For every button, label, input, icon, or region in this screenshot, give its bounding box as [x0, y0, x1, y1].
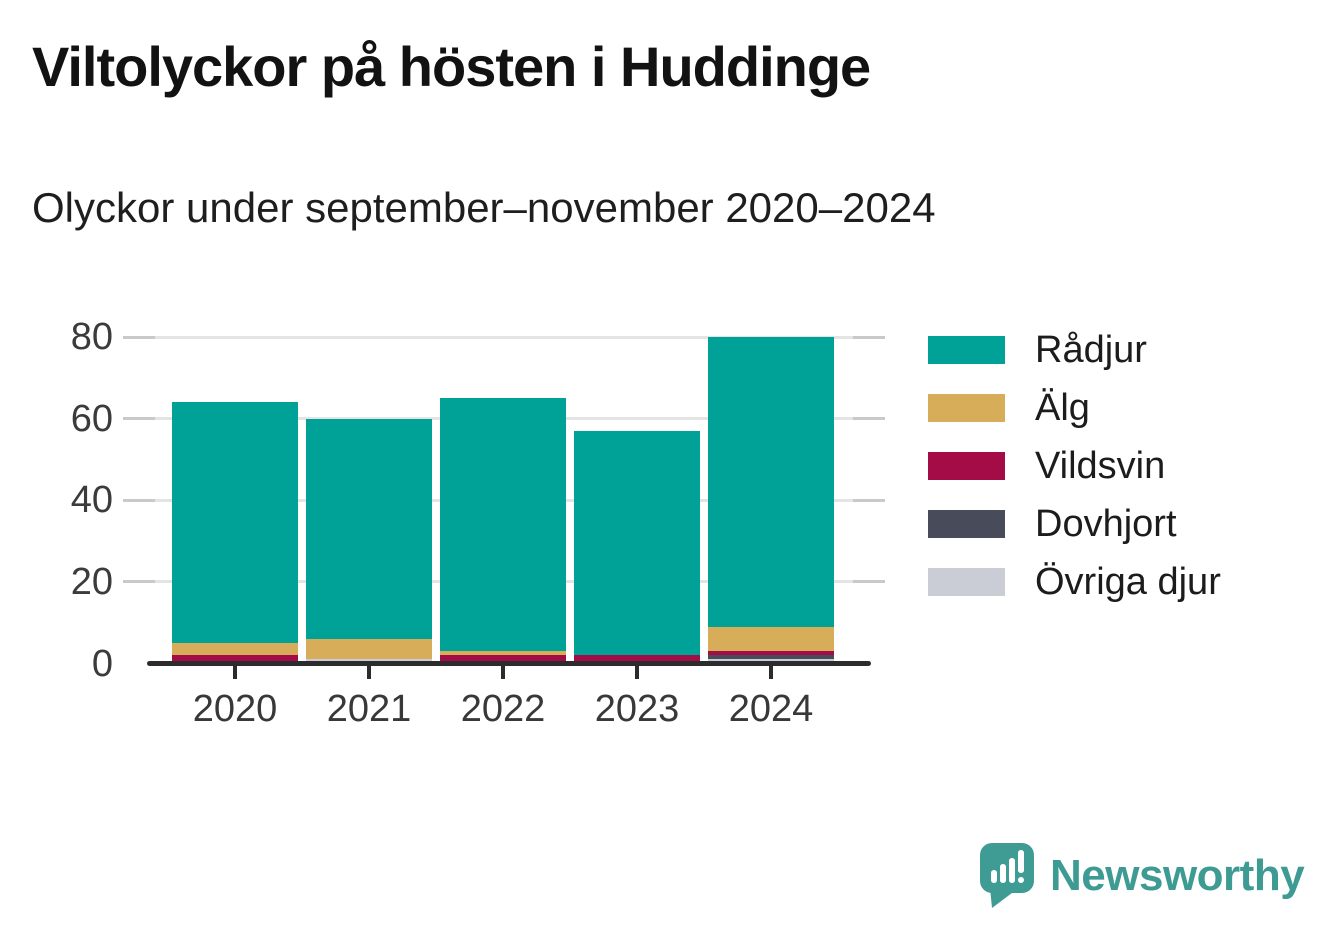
- legend-label-vildsvin: Vildsvin: [1035, 444, 1166, 487]
- bar-segment-radjur-2021: [306, 418, 432, 639]
- brand-name: Newsworthy: [1050, 851, 1305, 900]
- x-tick-2023: [635, 666, 639, 679]
- legend-label-alg: Älg: [1035, 386, 1090, 429]
- bar-segment-radjur-2020: [172, 402, 298, 644]
- legend-item-dovhjort: Dovhjort: [928, 502, 1221, 546]
- bar-segment-radjur-2022: [440, 398, 566, 652]
- bar-segment-dovhjort-2024: [708, 655, 834, 660]
- legend-label-ovriga-djur: Övriga djur: [1035, 560, 1221, 603]
- gridline-80: [123, 335, 885, 339]
- y-axis-label-80: 80: [70, 316, 113, 358]
- bar-segment-vildsvin-2023: [574, 655, 700, 664]
- x-tick-2022: [501, 666, 505, 679]
- x-tick-2021: [367, 666, 371, 679]
- y-axis-label-60: 60: [70, 397, 113, 440]
- legend-item-alg: Älg: [928, 386, 1221, 430]
- newsworthy-logo: Newsworthy: [980, 843, 1305, 909]
- legend-item-vildsvin: Vildsvin: [928, 444, 1221, 488]
- legend-label-dovhjort: Dovhjort: [1035, 502, 1177, 545]
- legend-swatch-vildsvin: [928, 452, 1005, 480]
- chart-subtitle: Olyckor under september–november 2020–20…: [32, 184, 936, 231]
- legend: Rådjur Älg Vildsvin Dovhjort Övriga djur: [928, 328, 1221, 604]
- legend-item-ovriga-djur: Övriga djur: [928, 560, 1221, 604]
- legend-item-radjur: Rådjur: [928, 328, 1221, 372]
- bar-segment-vildsvin-2020: [172, 655, 298, 664]
- x-axis-label-2024: 2024: [728, 688, 814, 730]
- bar-segment-alg-2020: [172, 643, 298, 656]
- legend-swatch-alg: [928, 394, 1005, 422]
- y-axis-label-40: 40: [70, 479, 113, 522]
- bar-segment-vildsvin-2024: [708, 651, 834, 656]
- x-tick-2024: [769, 666, 773, 679]
- y-axis-label-0: 0: [91, 642, 113, 685]
- x-axis-label-2021: 2021: [326, 688, 412, 730]
- x-tick-2020: [233, 666, 237, 679]
- x-axis-line: [147, 661, 871, 666]
- bar-segment-radjur-2024: [708, 337, 834, 627]
- x-axis-label-2023: 2023: [594, 688, 680, 730]
- legend-swatch-dovhjort: [928, 510, 1005, 538]
- bar-segment-alg-2024: [708, 626, 834, 652]
- bar-segment-radjur-2023: [574, 430, 700, 656]
- speech-bubble-bar-chart-icon: [980, 843, 1034, 908]
- x-axis-label-2020: 2020: [192, 688, 278, 730]
- legend-swatch-radjur: [928, 336, 1005, 364]
- chart-title: Viltolyckor på hösten i Huddinge: [32, 35, 871, 98]
- x-axis-label-2022: 2022: [460, 688, 546, 730]
- y-axis-label-20: 20: [70, 560, 113, 603]
- bar-segment-alg-2021: [306, 639, 432, 660]
- legend-swatch-ovriga-djur: [928, 568, 1005, 596]
- bar-segment-vildsvin-2022: [440, 655, 566, 664]
- legend-label-radjur: Rådjur: [1035, 328, 1147, 371]
- bar-segment-alg-2022: [440, 651, 566, 656]
